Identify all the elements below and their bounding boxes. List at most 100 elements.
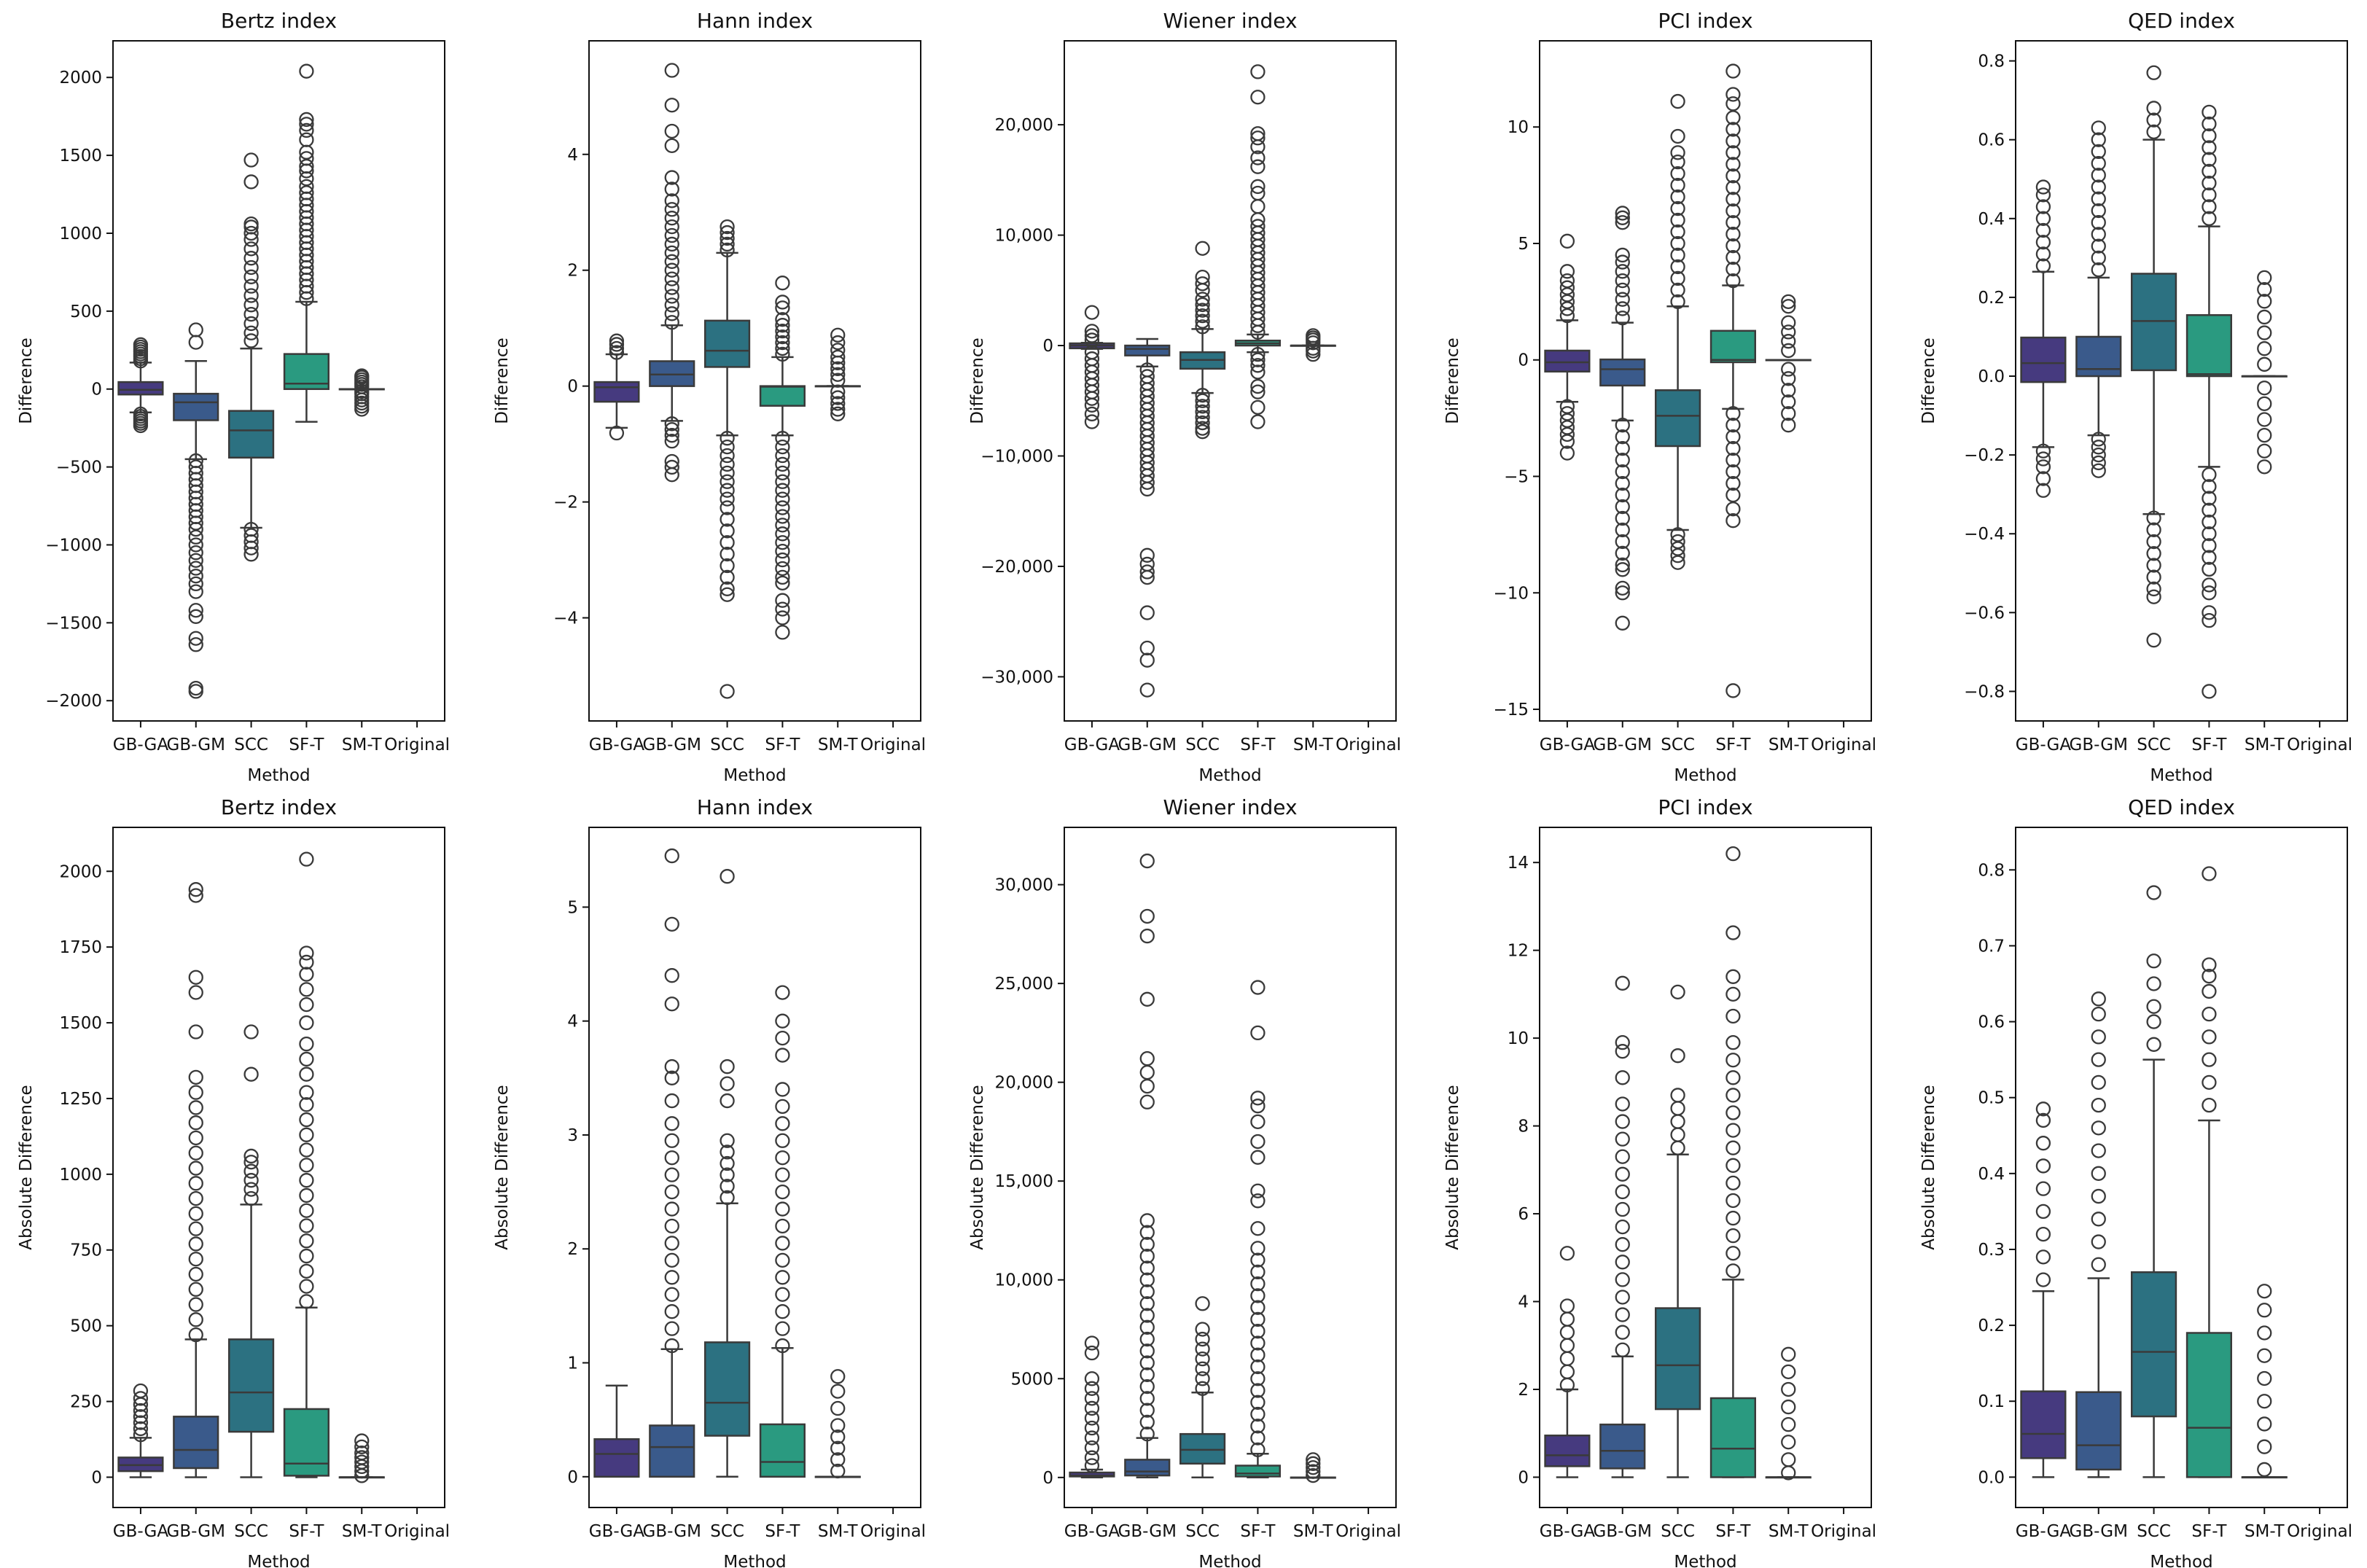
outlier-point [243,278,259,294]
x-tick-label: SM-T [342,1522,383,1541]
outlier-point [664,193,679,208]
outlier-point [1195,1381,1210,1396]
outlier-point [1725,203,1741,219]
y-tick-label: 0.4 [1978,210,2005,229]
x-tick-label: SM-T [2245,736,2285,754]
outlier-point [188,609,203,624]
x-tick-label: SM-T [1293,1522,1334,1541]
y-tick-label: 0.6 [1978,131,2005,150]
outlier-point [664,1150,679,1166]
y-tick-label: 2000 [59,862,102,881]
outlier-point [1250,1252,1266,1268]
outlier-point [2035,1204,2051,1220]
outlier-point [1781,1417,1796,1432]
outlier-point [1615,247,1630,263]
x-tick-label: SM-T [1769,736,1809,754]
outlier-point [1139,1078,1155,1094]
outlier-point [299,1263,314,1279]
outlier-point [664,416,679,432]
outlier-point [188,1327,203,1343]
outlier-point [1615,1149,1630,1164]
outlier-point [2202,585,2217,601]
outlier-point [1250,1276,1266,1292]
outlier-point [775,625,790,640]
outlier-point [2091,1052,2106,1067]
outlier-point [2035,1249,2051,1265]
box-scc [228,152,275,562]
outlier-point [1139,564,1155,580]
outlier-point [1670,93,1685,109]
outlier-point [720,1093,735,1109]
outlier-point [299,1066,314,1082]
outlier-point [1781,294,1796,310]
outlier-point [664,459,679,475]
outlier-point [188,1161,203,1176]
outlier-point [1725,227,1741,242]
outlier-point [1250,364,1266,380]
outlier-point [1559,420,1575,435]
outlier-point [2091,1097,2106,1113]
outlier-point [1250,1300,1266,1315]
outlier-point [1139,481,1155,497]
outlier-point [1139,1331,1155,1347]
axes-frame [588,40,921,722]
outlier-point [1250,1347,1266,1362]
outlier-point [2146,976,2161,991]
outlier-point [2091,120,2106,136]
outlier-point [830,1429,846,1445]
y-tick-label: 2000 [59,69,102,87]
outlier-point [1615,615,1630,631]
outlier-point [775,1013,790,1029]
outlier-point [775,1321,790,1336]
y-tick-label: −0.6 [1964,604,2005,623]
y-tick-label: 2 [1518,1381,1529,1400]
outlier-point [299,112,314,128]
y-tick-label: 30,000 [995,876,1053,895]
x-axis-label: Method [2150,766,2212,785]
outlier-point [830,361,846,376]
subplot-title: PCI index [1658,795,1752,819]
outlier-point [243,1163,259,1179]
outlier-point [2202,467,2217,483]
box-gb-gm [1124,338,1171,698]
outlier-point [1781,1399,1796,1415]
outlier-point [1139,652,1155,668]
outlier-point [775,456,790,472]
outlier-point [1615,1219,1630,1235]
outlier-point [720,1179,735,1194]
outlier-point [1615,487,1630,503]
outlier-point [1139,547,1155,563]
y-tick-label: 0 [91,381,102,399]
outlier-point [2146,510,2161,526]
outlier-point [1725,925,1741,940]
x-tick-label: GB-GA [589,1522,645,1541]
outlier-point [2257,325,2272,340]
outlier-point [1084,1420,1100,1436]
outlier-point [354,368,370,383]
outlier-point [775,601,790,617]
outlier-point [1084,1450,1100,1465]
outlier-point [1139,908,1155,924]
y-tick-label: 6 [1518,1205,1529,1224]
outlier-point [1725,846,1741,862]
outlier-point [188,882,203,897]
outlier-point [1306,328,1321,343]
outlier-point [830,367,846,382]
outlier-point [133,1403,149,1419]
outlier-point [1670,189,1685,205]
outlier-point [2257,294,2272,309]
outlier-point [1670,224,1685,240]
outlier-point [664,63,679,78]
outlier-point [1139,1284,1155,1300]
outlier-point [1725,1228,1741,1244]
outlier-point [2257,443,2272,459]
outlier-point [1670,165,1685,182]
box-iqr [649,1424,695,1478]
axes-frame [1539,40,1872,722]
outlier-point [1559,308,1575,324]
outlier-point [2146,569,2161,585]
box-gb-gm [649,63,695,483]
y-axis-label: Absolute Difference [968,1085,987,1249]
box-iqr [228,410,275,459]
outlier-point [299,1187,314,1204]
